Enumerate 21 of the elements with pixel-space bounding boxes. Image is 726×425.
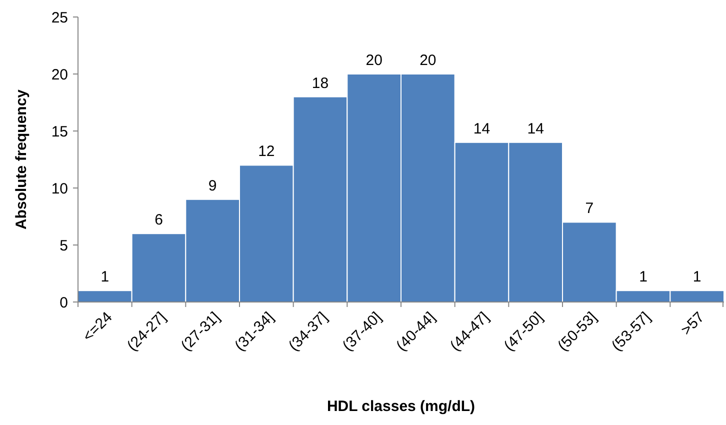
- y-axis-title: Absolute frequency: [13, 88, 30, 230]
- y-tick-label: 15: [51, 123, 68, 140]
- data-label: 20: [420, 52, 436, 69]
- x-axis-title: HDL classes (mg/dL): [326, 398, 476, 415]
- data-label: 14: [473, 120, 490, 138]
- data-label: 1: [639, 268, 648, 286]
- y-tick-label: 0: [60, 294, 68, 312]
- y-tick-label: 20: [51, 66, 68, 84]
- data-label: 20: [366, 52, 382, 69]
- data-label: 7: [585, 200, 594, 218]
- data-label: 6: [154, 212, 163, 229]
- data-label: 9: [208, 177, 217, 194]
- y-tick-label: 5: [60, 237, 68, 254]
- y-tick-label: 25: [51, 9, 68, 26]
- data-label: 14: [527, 120, 544, 138]
- y-tick-label: 10: [51, 180, 68, 198]
- data-label: 1: [100, 268, 110, 286]
- data-label: 12: [258, 143, 275, 160]
- x-tick-label: >57: [678, 308, 708, 339]
- data-label: 1: [692, 268, 702, 286]
- data-label: 18: [312, 74, 329, 92]
